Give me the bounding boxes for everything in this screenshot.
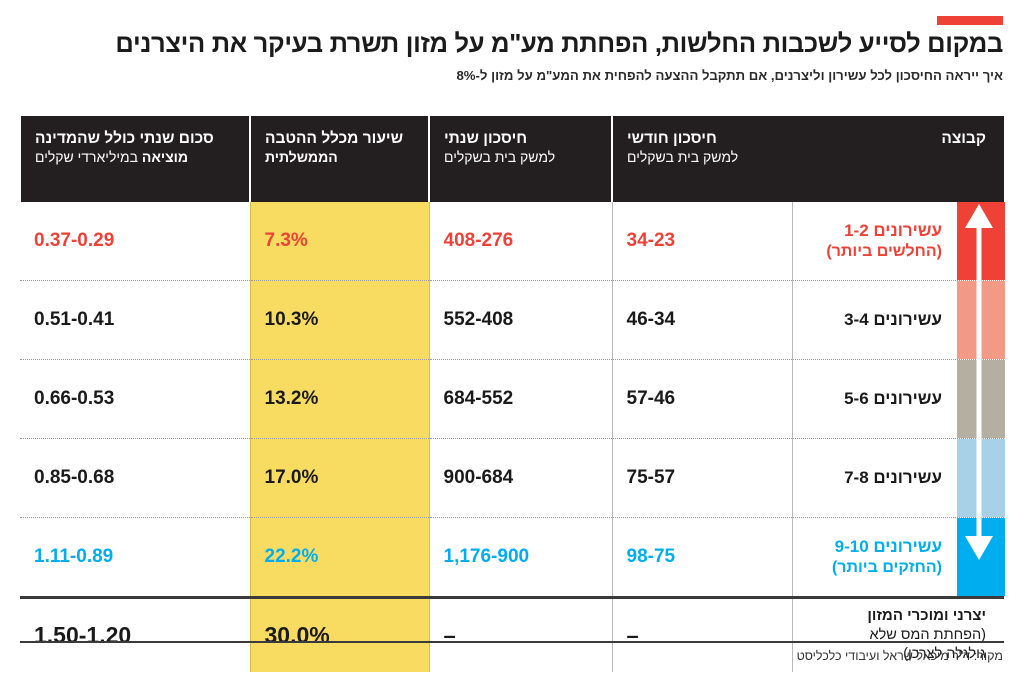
heading-block: במקום לסייע לשכבות החלשות, הפחתת מע"מ על… <box>21 28 1003 84</box>
table-header: קבוצה חיסכון חודשי למשק בית בשקלים חיסכו… <box>19 116 1004 202</box>
table-row-total: יצרני ומוכרי המזון (הפחתת המס שלא גולגלה… <box>20 596 1004 672</box>
cell-group: עשירונים 3-4 <box>791 280 1005 360</box>
decile-color-strip <box>957 281 1005 359</box>
cell-monthly-saving: 98-75 <box>611 517 792 598</box>
group-note-line1: (הפחתת המס שלא <box>869 627 986 644</box>
group-name: עשירונים 5-6 <box>844 388 942 408</box>
cell-state-cost: 0.66-0.53 <box>20 359 250 439</box>
table-bottom-rule <box>20 641 1004 643</box>
column-header-monthly-saving: חיסכון חודשי למשק בית בשקלים <box>611 116 792 202</box>
cell-state-cost: 0.37-0.29 <box>20 202 250 281</box>
cell-benefit-share: 30.0% <box>249 596 429 672</box>
table-row: עשירונים 7-8 75-57 900-684 17.0% 0.85-0.… <box>20 438 1005 518</box>
column-header-yearly-saving: חיסכון שנתי למשק בית בשקלים <box>428 116 612 202</box>
group-note: (החלשים ביותר) <box>826 242 942 260</box>
cell-benefit-share: 22.2% <box>249 517 429 598</box>
cell-group: עשירונים 5-6 <box>791 359 1005 439</box>
cell-group: עשירונים 1-2 (החלשים ביותר) <box>791 202 1005 281</box>
accent-bar <box>937 16 1003 25</box>
table-body: עשירונים 1-2 (החלשים ביותר) 34-23 408-27… <box>20 202 1005 672</box>
cell-yearly-saving: – <box>428 596 612 672</box>
cell-benefit-share: 13.2% <box>249 359 429 439</box>
group-name: יצרני ומוכרי המזון <box>867 607 986 625</box>
group-note: (החזקים ביותר) <box>831 558 942 576</box>
decile-color-strip <box>957 439 1005 517</box>
column-header-benefit-share: שיעור מכלל ההטבה הממשלתית <box>249 116 429 202</box>
column-header-monthly-saving-label: חיסכון חודשי <box>627 130 717 147</box>
cell-yearly-saving: 552-408 <box>428 280 612 360</box>
cell-group: עשירונים 9-10 (החזקים ביותר) <box>791 517 1005 598</box>
data-table: קבוצה חיסכון חודשי למשק בית בשקלים חיסכו… <box>19 116 1005 672</box>
group-name: עשירונים 7-8 <box>844 467 942 487</box>
cell-yearly-saving: 408-276 <box>428 202 612 281</box>
group-name: עשירונים 9-10 <box>834 536 942 556</box>
cell-state-cost: 0.85-0.68 <box>20 438 250 518</box>
cell-benefit-share: 10.3% <box>249 280 429 360</box>
header-row: קבוצה חיסכון חודשי למשק בית בשקלים חיסכו… <box>19 116 1004 202</box>
cell-monthly-saving: 46-34 <box>611 280 792 360</box>
column-header-benefit-share-label: שיעור מכלל ההטבה <box>265 130 404 147</box>
group-name: עשירונים 3-4 <box>844 309 942 329</box>
column-header-group-label: קבוצה <box>941 130 986 147</box>
cell-group-producers: יצרני ומוכרי המזון (הפחתת המס שלא גולגלה… <box>791 596 1004 672</box>
column-header-group: קבוצה <box>792 116 1004 202</box>
column-header-yearly-saving-unit: בשקלים <box>444 148 491 165</box>
column-header-state-cost-sub: מוציאה <box>141 148 189 165</box>
cell-yearly-saving: 1,176-900 <box>428 517 612 598</box>
table-container: קבוצה חיסכון חודשי למשק בית בשקלים חיסכו… <box>19 116 1005 672</box>
column-header-yearly-saving-label: חיסכון שנתי <box>444 130 528 147</box>
column-header-benefit-share-sub: הממשלתית <box>265 148 338 165</box>
table-row: עשירונים 1-2 (החלשים ביותר) 34-23 408-27… <box>20 202 1005 281</box>
cell-state-cost: 1.11-0.89 <box>20 517 250 598</box>
column-header-state-cost-label: סכום שנתי כולל שהמדינה <box>35 130 214 147</box>
decile-color-strip <box>957 518 1005 596</box>
decile-color-strip <box>957 360 1005 438</box>
decile-color-strip <box>957 202 1005 280</box>
group-note-line2: גולגלה לצרכן) <box>903 646 986 663</box>
table-row: עשירונים 9-10 (החזקים ביותר) 98-75 1,176… <box>20 517 1005 598</box>
table-row: עשירונים 3-4 46-34 552-408 10.3% 0.51-0.… <box>20 280 1005 360</box>
cell-monthly-saving: 57-46 <box>611 359 792 439</box>
column-header-monthly-saving-sub: למשק בית <box>677 148 739 165</box>
cell-state-cost: 1.50-1.20 <box>20 596 250 672</box>
cell-benefit-share: 7.3% <box>249 202 429 281</box>
column-header-state-cost-unit: במיליארדי שקלים <box>35 148 138 165</box>
cell-monthly-saving: 75-57 <box>611 438 792 518</box>
cell-group: עשירונים 7-8 <box>791 438 1005 518</box>
source-note: מקור: ד"ר מיכאל שראל ועיבודי כלכליסט <box>796 649 1003 663</box>
cell-yearly-saving: 900-684 <box>428 438 612 518</box>
cell-monthly-saving: – <box>611 596 792 672</box>
cell-yearly-saving: 684-552 <box>428 359 612 439</box>
group-name: עשירונים 1-2 <box>844 220 942 240</box>
column-header-yearly-saving-sub: למשק בית <box>494 148 556 165</box>
cell-benefit-share: 17.0% <box>249 438 429 518</box>
page-title: במקום לסייע לשכבות החלשות, הפחתת מע"מ על… <box>115 30 1003 58</box>
cell-monthly-saving: 34-23 <box>611 202 792 281</box>
page-subtitle: איך ייראה החיסכון לכל עשירון וליצרנים, א… <box>456 67 1003 83</box>
column-header-monthly-saving-unit: בשקלים <box>627 148 674 165</box>
cell-state-cost: 0.51-0.41 <box>20 280 250 360</box>
column-header-state-cost: סכום שנתי כולל שהמדינה מוציאה במיליארדי … <box>19 116 250 202</box>
table-row: עשירונים 5-6 57-46 684-552 13.2% 0.66-0.… <box>20 359 1005 439</box>
